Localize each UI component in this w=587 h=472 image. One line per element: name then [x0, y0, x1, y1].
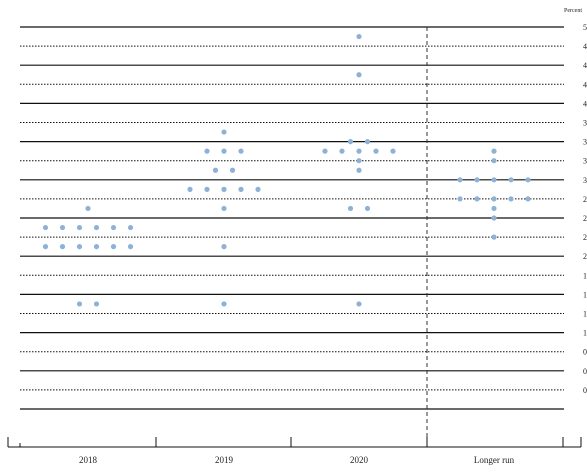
dot-2020 [322, 148, 328, 154]
right-tick-label: 3 [583, 138, 587, 147]
right-tick-label: 1 [583, 271, 587, 280]
dot-2020 [356, 72, 362, 78]
dot-2020 [390, 148, 396, 154]
dot-2018 [93, 244, 100, 250]
dot-longer-run [491, 215, 497, 221]
dot-2020 [373, 148, 379, 154]
dot-longer-run [457, 177, 463, 183]
dot-longer-run [491, 205, 497, 212]
dot-longer-run [525, 177, 531, 183]
dot-2018 [93, 301, 100, 307]
dot-2020 [339, 148, 345, 154]
dot-2019 [221, 129, 227, 135]
right-tick-label: 3 [583, 157, 587, 166]
dot-2020 [356, 148, 362, 154]
dot-2019 [204, 148, 210, 154]
dot-2020 [356, 33, 362, 40]
right-tick-label: 2 [583, 195, 587, 204]
dot-2020 [347, 139, 354, 145]
dot-2018 [76, 301, 83, 307]
dot-2018 [59, 224, 66, 231]
dot-longer-run [491, 177, 497, 183]
unit-label: Percent [564, 8, 582, 14]
right-axis-tick-labels: 5 4 4 4 4 3 3 3 3 2 2 2 2 1 1 1 1 0 0 0 [583, 23, 587, 395]
dot-2019 [187, 186, 193, 192]
right-tick-label: 5 [583, 23, 587, 32]
dot-2020 [356, 301, 362, 307]
dot-2020 [364, 139, 371, 145]
dot-2019 [204, 186, 210, 192]
dot-2018 [110, 224, 117, 231]
right-tick-label: 1 [583, 290, 587, 299]
dot-2020 [356, 167, 362, 173]
dot-longer-run [491, 234, 497, 240]
dot-2019 [221, 244, 227, 250]
gridlines [20, 26, 564, 410]
dot-2020 [347, 205, 354, 212]
x-axis: 2018 2019 2020 Longer run [7, 437, 582, 465]
x-category-label: 2020 [350, 455, 369, 465]
dot-2019 [221, 148, 227, 154]
dots [42, 33, 531, 307]
right-tick-label: 4 [583, 99, 587, 108]
x-category-label: 2019 [215, 455, 234, 465]
dot-2018 [110, 244, 117, 250]
x-category-label: 2018 [79, 455, 98, 465]
right-tick-label: 4 [583, 80, 587, 89]
right-tick-label: 0 [583, 348, 587, 357]
dot-2018 [42, 244, 49, 250]
dot-2018 [59, 244, 66, 250]
dot-2019 [229, 167, 236, 173]
dot-longer-run [525, 196, 531, 202]
dot-2019 [212, 167, 219, 173]
dot-longer-run [491, 196, 497, 202]
right-tick-label: 1 [583, 310, 587, 319]
dot-2018 [76, 224, 83, 231]
dot-longer-run [508, 196, 514, 202]
dot-longer-run [491, 158, 497, 164]
dot-2019 [221, 186, 227, 192]
dot-2019 [221, 205, 227, 212]
dot-longer-run [508, 177, 514, 183]
right-tick-label: 3 [583, 176, 587, 185]
right-tick-label: 2 [583, 252, 587, 261]
dot-longer-run [474, 177, 480, 183]
dot-2020 [356, 158, 362, 164]
dot-2018 [93, 224, 100, 231]
dot-2020 [364, 205, 371, 212]
dot-2018 [85, 205, 91, 212]
dot-2019 [238, 148, 244, 154]
dot-2018 [127, 224, 134, 231]
right-tick-label: 1 [583, 329, 587, 338]
dot-2019 [221, 301, 227, 307]
dot-2019 [255, 186, 261, 192]
x-category-label: Longer run [474, 455, 515, 465]
dot-2018 [42, 224, 49, 231]
right-tick-label: 0 [583, 367, 587, 376]
right-tick-label: 0 [583, 386, 587, 395]
right-tick-label: 2 [583, 214, 587, 223]
right-tick-label: 3 [583, 119, 587, 128]
dot-longer-run [457, 196, 463, 202]
right-tick-label: 4 [583, 61, 587, 70]
right-tick-label: 4 [583, 42, 587, 51]
dot-2018 [76, 244, 83, 250]
right-tick-label: 2 [583, 233, 587, 242]
dot-longer-run [474, 196, 480, 202]
dot-longer-run [491, 148, 497, 154]
dot-2018 [127, 244, 134, 250]
dot-2019 [238, 186, 244, 192]
